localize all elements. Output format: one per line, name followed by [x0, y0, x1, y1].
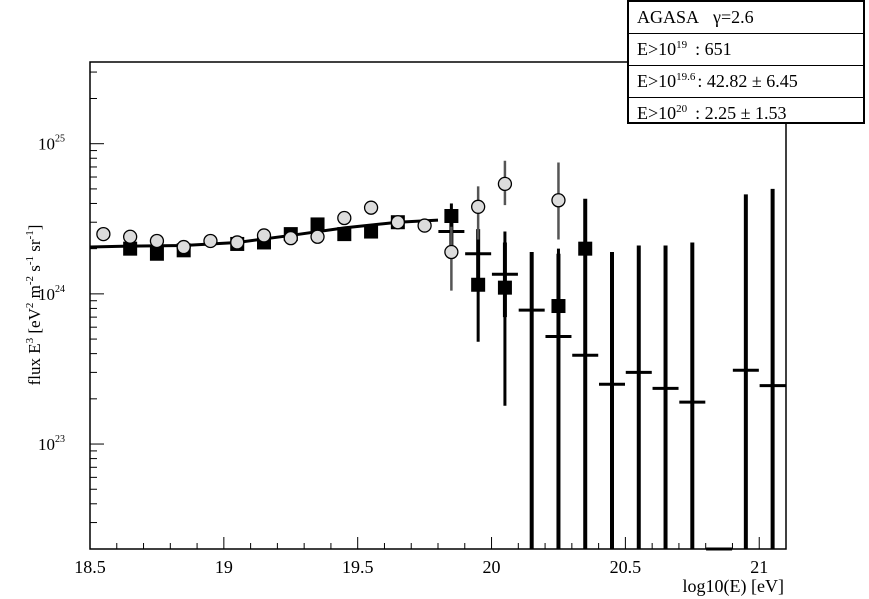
x-tick-label: 19.5 — [342, 557, 374, 577]
statistics-box: AGASA γ=2.6 E>1019: 651 E>1019.6: 42.82 ±… — [627, 0, 865, 124]
stats-row-value: : 2.25 ± 1.53 — [695, 103, 787, 123]
x-tick-label: 21 — [750, 557, 768, 577]
x-tick-label: 20 — [483, 557, 501, 577]
y-tick-label: 1023 — [38, 434, 65, 454]
circle-marker — [96, 226, 111, 242]
square-marker — [123, 241, 138, 256]
circle-marker — [256, 228, 272, 243]
stats-row-label: E>10 — [637, 71, 677, 91]
square-marker — [471, 277, 486, 292]
circle-marker — [551, 193, 566, 208]
circle-marker — [444, 244, 459, 260]
circle-marker — [363, 200, 379, 215]
stats-row-value: : 42.82 ± 6.45 — [697, 71, 798, 91]
stats-row-exponent: 20 — [676, 103, 688, 115]
x-tick-label: 18.5 — [74, 557, 106, 577]
square-marker — [149, 246, 164, 261]
x-tick-label: 19 — [215, 557, 233, 577]
y-axis-label: flux E3 [eV2 m-2 s-1 sr-1] — [24, 225, 44, 386]
circle-marker — [203, 233, 218, 249]
stats-row-label: E>10 — [637, 103, 677, 123]
stats-gamma: γ=2.6 — [713, 7, 754, 27]
circle-marker — [390, 215, 405, 230]
circle-marker — [471, 199, 486, 214]
circle-marker — [417, 218, 432, 233]
stats-title-row: AGASA γ=2.6 — [629, 2, 863, 34]
stats-row: E>1020 : 2.25 ± 1.53 — [629, 98, 863, 129]
stats-row: E>1019.6: 42.82 ± 6.45 — [629, 66, 863, 98]
square-marker — [337, 227, 352, 242]
stats-row-value: : 651 — [695, 39, 732, 59]
x-axis-label: log10(E) [eV] — [683, 576, 784, 597]
circle-marker — [310, 229, 325, 244]
x-tick-labels: 18.5 19 19.5 20 20.5 21 — [74, 557, 768, 577]
circle-marker — [283, 230, 298, 246]
square-marker — [497, 280, 512, 295]
x-tick-label: 20.5 — [610, 557, 642, 577]
circle-marker — [176, 239, 191, 255]
circle-marker — [123, 229, 138, 244]
circle-marker — [337, 210, 352, 226]
data-marks — [96, 160, 786, 551]
plot-frame — [89, 61, 787, 550]
square-marker — [551, 299, 566, 314]
stats-row: E>1019 : 651 — [629, 34, 863, 66]
square-marker — [310, 217, 325, 232]
y-tick-labels: 1023 1024 1025 — [38, 134, 65, 454]
circle-marker — [497, 176, 513, 192]
stats-row-label: E>10 — [637, 39, 677, 59]
square-marker — [364, 224, 379, 239]
axis-ticks — [89, 71, 787, 550]
stats-title: AGASA — [637, 7, 700, 27]
y-tick-label: 1024 — [38, 284, 65, 304]
stats-row-exponent: 19 — [676, 39, 688, 51]
stats-row-exponent: 19.6 — [676, 71, 696, 83]
circle-marker — [149, 233, 165, 249]
square-marker — [444, 209, 459, 224]
circle-marker — [230, 235, 245, 250]
y-tick-label: 1025 — [38, 134, 65, 154]
square-marker — [578, 241, 593, 256]
